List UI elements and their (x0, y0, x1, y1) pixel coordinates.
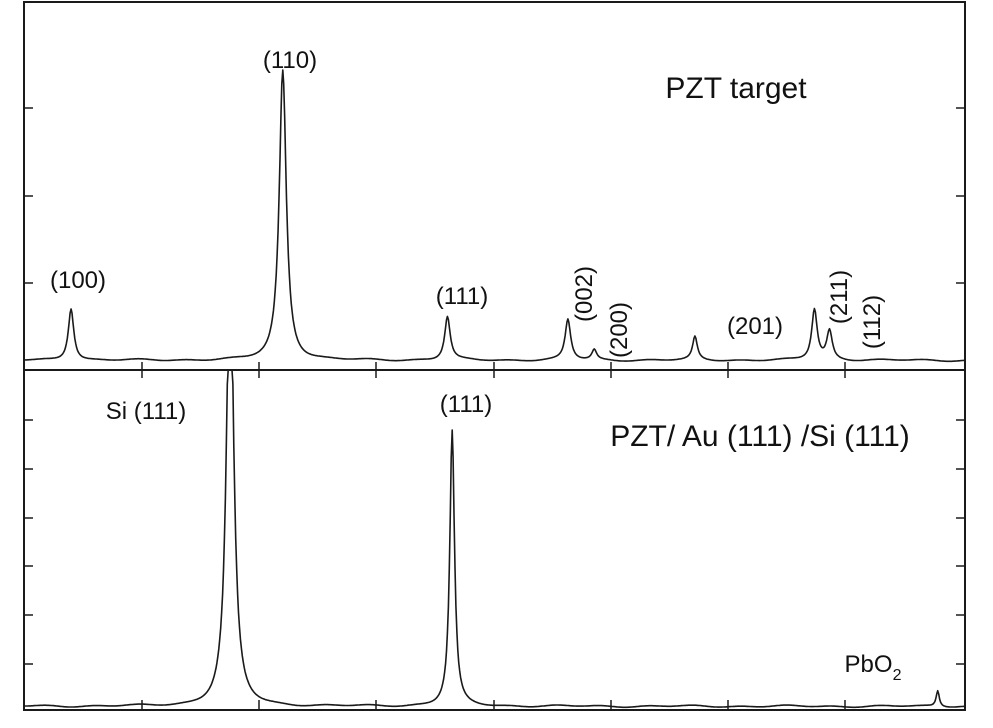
peak-label: (112) (859, 295, 886, 349)
peak-label: PbO2 (845, 651, 902, 684)
xrd-curve-top (24, 69, 966, 363)
peak-label: (211) (826, 270, 853, 324)
xrd-curve-bottom (23, 369, 966, 709)
panel-title-bottom: PZT/ Au (111) /Si (111) (610, 420, 910, 453)
peak-label: (110) (263, 47, 317, 74)
peak-label: Si (111) (106, 398, 186, 425)
peak-label: (111) (440, 391, 492, 418)
peak-label: (111) (436, 283, 488, 310)
peak-label: (200) (606, 302, 633, 358)
peak-label: (201) (727, 313, 783, 340)
curves (23, 69, 966, 709)
peak-label: (100) (50, 267, 106, 294)
peak-label: (002) (571, 266, 598, 322)
plot-frame (23, 1, 966, 711)
labels: PZT target PZT/ Au (111) /Si (111) (100) (1… (50, 47, 910, 684)
panel-title-top: PZT target (665, 72, 807, 105)
peak-label-subscript: 2 (893, 667, 902, 684)
